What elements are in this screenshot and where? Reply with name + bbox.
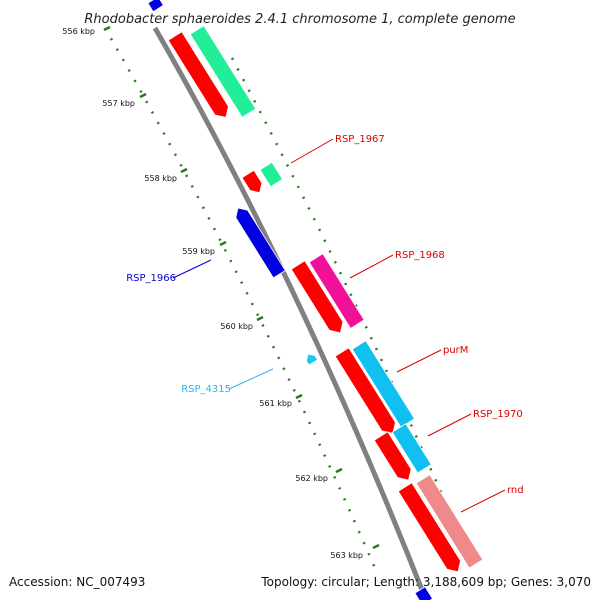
orf-forward-bar [290,260,344,334]
orf-reverse-bar [235,207,286,279]
tick-label: 557 kbp [102,99,135,108]
major-tick [139,92,147,99]
cog-bar [415,474,484,569]
major-tick [103,25,111,32]
gene-label[interactable]: RSP_1967 [335,134,385,145]
gene-label[interactable]: RSP_1968 [395,250,445,261]
feature-layer [147,0,484,600]
orf-reverse-bar [147,0,164,13]
gene-label[interactable]: RSP_1970 [473,409,523,420]
gene-leader-line [290,138,334,164]
major-tick [256,315,264,322]
gene-leader-line [427,413,472,437]
orf-forward-bar [373,431,412,481]
gene-leader-line [349,254,394,279]
major-tick [295,393,303,400]
trna-marker [305,353,319,366]
tick-layer: 556 kbp 557 kbp 558 kbp 559 kbp 560 kbp 561 k… [62,25,472,576]
tick-label: 559 kbp [182,247,215,256]
tick-label: 563 kbp [330,551,363,560]
major-tick [335,467,343,474]
gene-label[interactable]: RSP_1966 [126,273,176,284]
genome-summary-text: Topology: circular; Length: 3,188,609 bp… [260,575,591,589]
cog-bar [189,25,257,118]
map-title: Rhodobacter sphaeroides 2.4.1 chromosome… [84,12,515,27]
gene-leader-line [228,368,274,390]
gene-label[interactable]: purM [443,345,468,356]
orf-forward-bar [241,169,263,194]
orf-reverse-bar [414,586,434,600]
tick-label: 556 kbp [62,27,95,36]
gene-label[interactable]: RSP_4315 [181,384,231,395]
cog-bar [391,423,432,474]
tick-label: 558 kbp [144,174,177,183]
orf-forward-bar [167,31,229,118]
gene-leader-line [396,349,442,373]
major-tick [180,167,188,174]
tick-label: 561 kbp [259,399,292,408]
tick-label: 562 kbp [295,474,328,483]
orf-forward-bar [397,482,461,573]
tick-label: 560 kbp [220,322,253,331]
gene-leader-line [172,259,212,279]
gene-leader-line [460,489,506,513]
cog-bar [259,161,284,188]
label-layer: RSP_1967 RSP_1968 RSP_1966 purM RSP_4315 RSP_… [126,134,524,513]
accession-text: Accession: NC_007493 [9,575,145,589]
cog-bar [308,253,365,329]
backbone-arc [152,26,429,600]
gene-label[interactable]: rnd [507,485,524,496]
major-tick [372,543,380,550]
major-tick [219,240,227,247]
